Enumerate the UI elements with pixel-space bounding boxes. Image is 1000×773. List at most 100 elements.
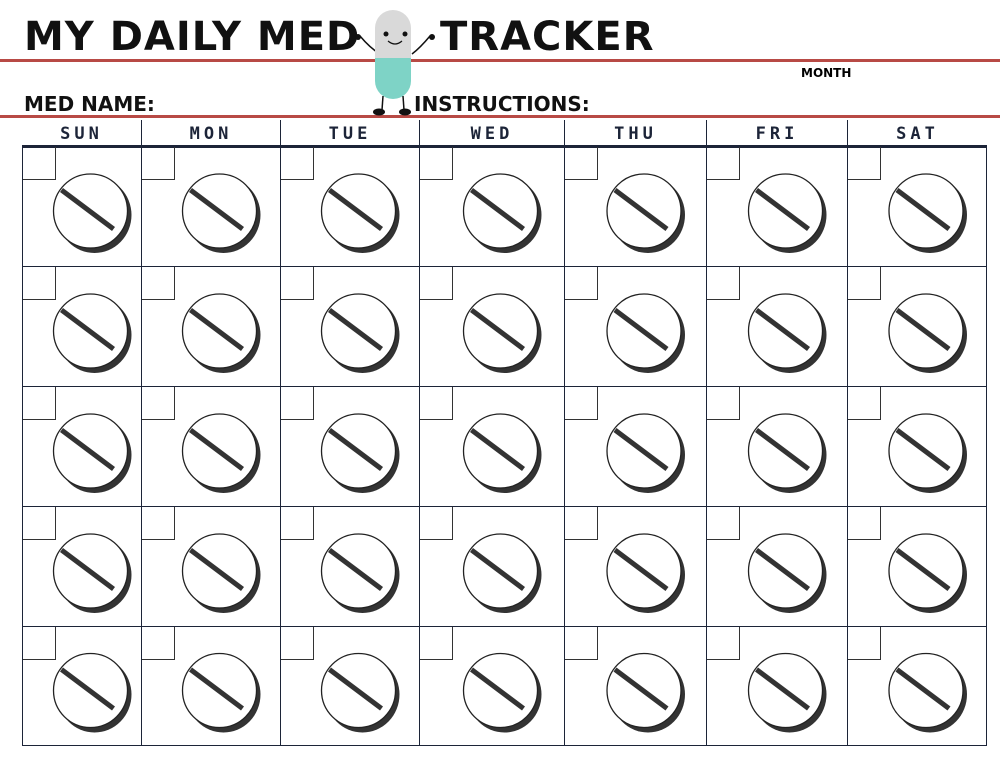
checkbox[interactable]: [707, 147, 740, 180]
day-cell: [564, 147, 706, 267]
pill-tablet-icon: [747, 293, 827, 373]
checkbox[interactable]: [420, 387, 453, 420]
day-cell: [847, 267, 987, 387]
checkbox[interactable]: [23, 387, 56, 420]
checkbox[interactable]: [565, 507, 598, 540]
pill-tablet-icon: [606, 533, 685, 613]
pill-tablet-icon: [888, 652, 967, 733]
checkbox[interactable]: [142, 147, 175, 180]
checkbox[interactable]: [23, 267, 56, 300]
day-header-thu: THU: [564, 120, 706, 147]
pill-tablet-icon: [462, 652, 542, 733]
checkbox[interactable]: [848, 147, 881, 180]
pill-tablet-icon: [181, 293, 261, 373]
day-cell: [706, 267, 847, 387]
checkbox[interactable]: [23, 507, 56, 540]
checkbox[interactable]: [848, 387, 881, 420]
day-cell: [280, 387, 419, 507]
day-cell: [706, 627, 847, 746]
instructions-label: INSTRUCTIONS:: [414, 92, 590, 116]
checkbox[interactable]: [707, 627, 740, 660]
pill-tablet-icon: [320, 413, 400, 493]
checkbox[interactable]: [420, 507, 453, 540]
day-cell: [141, 627, 280, 746]
checkbox[interactable]: [23, 147, 56, 180]
checkbox[interactable]: [420, 147, 453, 180]
pill-tablet-icon: [181, 652, 261, 733]
smiling-pill-mascot-icon: [355, 10, 435, 116]
day-cell: [847, 147, 987, 267]
checkbox[interactable]: [281, 267, 314, 300]
pill-tablet-icon: [52, 173, 132, 253]
divider-bottom: [0, 115, 1000, 118]
day-cell: [564, 507, 706, 627]
pill-tablet-icon: [606, 413, 685, 493]
day-cell: [141, 267, 280, 387]
pill-tablet-icon: [747, 533, 827, 613]
day-cell: [847, 627, 987, 746]
pill-tablet-icon: [747, 413, 827, 493]
day-cell: [706, 147, 847, 267]
pill-tablet-icon: [462, 173, 542, 253]
pill-tablet-icon: [747, 652, 827, 733]
header-rule: [22, 145, 987, 148]
day-cell: [419, 507, 564, 627]
pill-tablet-icon: [320, 293, 400, 373]
checkbox[interactable]: [565, 627, 598, 660]
checkbox[interactable]: [707, 387, 740, 420]
day-header-fri: FRI: [706, 120, 847, 147]
checkbox[interactable]: [281, 507, 314, 540]
pill-tablet-icon: [52, 652, 132, 733]
checkbox[interactable]: [142, 387, 175, 420]
checkbox[interactable]: [142, 507, 175, 540]
month-label: MONTH: [801, 66, 852, 80]
title-left: MY DAILY MED: [24, 14, 361, 60]
day-cell: [141, 147, 280, 267]
day-cell: [564, 387, 706, 507]
day-cell: [141, 387, 280, 507]
checkbox[interactable]: [420, 627, 453, 660]
checkbox[interactable]: [565, 267, 598, 300]
med-name-label: MED NAME:: [24, 92, 155, 116]
checkbox[interactable]: [848, 627, 881, 660]
checkbox[interactable]: [23, 627, 56, 660]
checkbox[interactable]: [281, 627, 314, 660]
pill-tablet-icon: [181, 533, 261, 613]
day-cell: [419, 387, 564, 507]
day-cell: [706, 507, 847, 627]
day-header-wed: WED: [419, 120, 564, 147]
checkbox[interactable]: [707, 507, 740, 540]
day-cell: [564, 627, 706, 746]
pill-tablet-icon: [181, 413, 261, 493]
day-cell: [847, 387, 987, 507]
checkbox[interactable]: [281, 387, 314, 420]
pill-tablet-icon: [888, 533, 967, 613]
checkbox[interactable]: [565, 387, 598, 420]
day-cell: [847, 507, 987, 627]
pill-tablet-icon: [181, 173, 261, 253]
pill-tablet-icon: [888, 173, 967, 253]
day-cell: [419, 627, 564, 746]
checkbox[interactable]: [281, 147, 314, 180]
pill-tablet-icon: [320, 533, 400, 613]
checkbox[interactable]: [142, 627, 175, 660]
pill-tablet-icon: [747, 173, 827, 253]
day-cell: [706, 387, 847, 507]
pill-tablet-icon: [606, 293, 685, 373]
day-header-sat: SAT: [847, 120, 987, 147]
checkbox[interactable]: [565, 147, 598, 180]
day-cell: [280, 267, 419, 387]
pill-tablet-icon: [888, 293, 967, 373]
checkbox[interactable]: [420, 267, 453, 300]
day-cell: [280, 627, 419, 746]
checkbox[interactable]: [707, 267, 740, 300]
calendar-grid: SUN MON TUE WED THU FRI SAT: [22, 120, 987, 746]
pill-tablet-icon: [462, 413, 542, 493]
pill-tablet-icon: [320, 173, 400, 253]
day-cell: [280, 507, 419, 627]
checkbox[interactable]: [848, 267, 881, 300]
day-header-sun: SUN: [60, 124, 103, 144]
divider-top: [0, 59, 1000, 62]
checkbox[interactable]: [848, 507, 881, 540]
checkbox[interactable]: [142, 267, 175, 300]
